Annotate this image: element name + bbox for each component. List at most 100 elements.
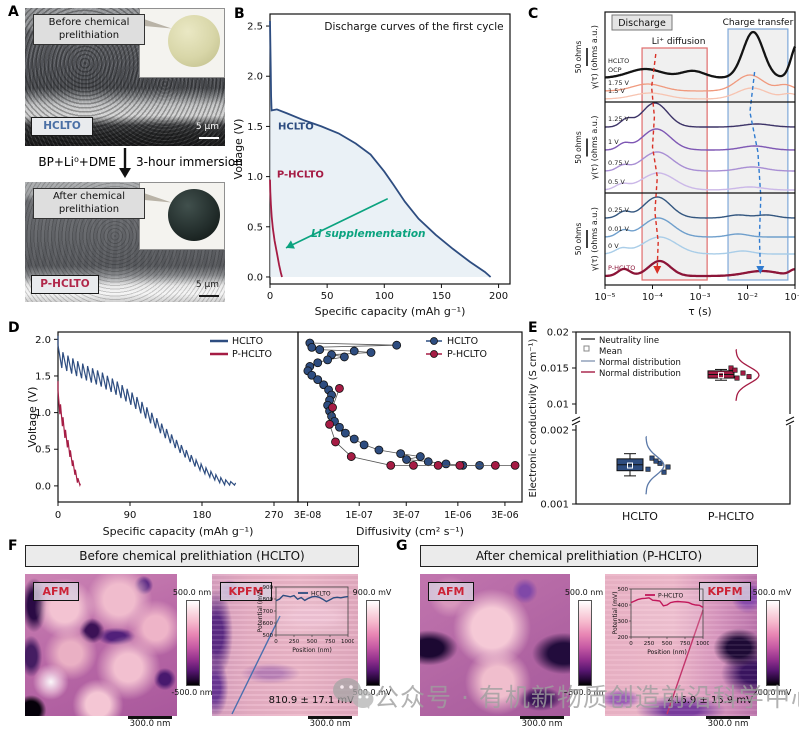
chart-text: HCLTO (608, 57, 629, 65)
chart-line (571, 420, 581, 426)
kpfm-scalebar-text-g: 300.0 nm (707, 719, 749, 729)
chart-text: 90 (124, 510, 137, 521)
panel-f-header: Before chemical prelithiation (HCLTO) (25, 545, 359, 567)
chart-text: 1000 (696, 641, 709, 647)
chart-text: OCP (608, 66, 622, 74)
chart-circle (430, 337, 438, 345)
chart-path (604, 74, 796, 92)
kpfm-stat-p-hclto: 416.9 ± 15.9 mV (667, 695, 753, 706)
kpfm-scalebar-line-g (706, 716, 750, 719)
chart-circle (430, 350, 438, 358)
chart-text: 150 (432, 291, 451, 302)
chart-circle (386, 460, 396, 470)
chart-rect (665, 464, 671, 470)
chart-line (571, 416, 581, 422)
chart-rect (275, 586, 349, 636)
chart-text: 0 (274, 639, 278, 645)
panel-c-letter: C (528, 6, 539, 22)
chart-path (653, 266, 662, 274)
panel-f-letter: F (8, 538, 18, 554)
afm-scalebar-text-f: 300.0 nm (129, 719, 171, 729)
electrode-photo-after (137, 182, 225, 250)
chart-text: τ (s) (688, 306, 711, 318)
chart-rect (611, 14, 673, 31)
chart-line (231, 615, 281, 715)
inset-potential-profile-hclto: 500 600 700 800 900 0 250 500 750 1000 Position (n… (257, 585, 354, 654)
chart-text: Diffusivity (cm² s⁻¹) (356, 525, 464, 538)
chart-text: 2.5 (247, 22, 263, 33)
chart-rect (740, 370, 746, 376)
chart-rect (645, 466, 651, 472)
chart-text: 1.25 V (608, 115, 630, 123)
chart-text: 1.5 (247, 122, 263, 133)
chart-rect (649, 455, 655, 461)
chart-text: HCLTO (622, 510, 658, 523)
chart-text: 0.0 (35, 481, 51, 492)
sample-label-hclto: HCLTO (31, 117, 93, 136)
chart-text: 1.0 (35, 408, 51, 419)
chart-text: 50 ohms (574, 223, 583, 256)
chart-circle (423, 457, 433, 467)
chart-text: Position (nm) (647, 649, 687, 656)
chart-text: 10⁻³ (690, 292, 711, 303)
chart-rect (630, 588, 704, 638)
chart-text: 600 (263, 621, 274, 627)
chart-circle (307, 342, 317, 352)
chart-line (785, 416, 795, 422)
chart-path (57, 335, 237, 487)
chart-text: Neutrality line (599, 336, 659, 346)
chart-path (605, 259, 795, 278)
chart-text: 0 (55, 510, 61, 521)
chart-text: 3E-07 (392, 510, 420, 521)
chart-path (604, 30, 797, 79)
chart-text: 10⁻¹ (785, 292, 799, 303)
chart-path (630, 597, 704, 609)
chart-text: 10⁻⁵ (595, 292, 616, 303)
chart-circle (313, 375, 323, 385)
chart-circle (349, 346, 359, 356)
chart-text: 10⁻⁴ (642, 292, 663, 303)
caption-before: Before chemical prelithiation (33, 14, 145, 45)
chart-path (756, 266, 765, 274)
chart-text: 10⁻² (737, 292, 758, 303)
process-reagent: BP+Li⁰+DME (38, 155, 116, 169)
chart-circle (374, 445, 384, 455)
chart-text: 0.0 (247, 272, 263, 283)
chart-path (604, 172, 795, 191)
chart-circle (455, 460, 465, 470)
sem-image-before: Before chemical prelithiation HCLTO 5 μm (25, 8, 225, 146)
chart-text: 0.5 V (608, 178, 625, 186)
chart-rect (661, 469, 667, 475)
chart-text: Voltage (V) (28, 387, 39, 448)
chart-text: γ(τ) (ohms a.u.) (590, 25, 599, 89)
afm-scalebar-line-g (520, 716, 564, 719)
electrode-photo-before (137, 8, 225, 78)
chart-text: 200 (618, 635, 629, 641)
chart-text: 0.75 V (608, 159, 630, 167)
chart-path (270, 21, 491, 277)
chart-rect (583, 345, 590, 352)
electrode-disc-yellow (168, 15, 220, 67)
kpfm-colorbar-bottom-label-f: 500.0 mV (352, 688, 392, 697)
chart-circle (339, 352, 349, 362)
chart-path (286, 240, 295, 249)
kpfm-colorbar-top-label-g: 500.0 mV (752, 588, 792, 597)
chart-text: Position (nm) (292, 647, 332, 654)
chart-text: 0.25 V (608, 206, 630, 214)
afm-image-hclto: AFM (25, 574, 177, 716)
chart-line (285, 197, 389, 249)
afm-tag: AFM (428, 582, 474, 601)
chart-text: 1.0 (247, 172, 263, 183)
scalebar-line-top (199, 136, 219, 139)
chart-circle (335, 422, 344, 432)
chart-circle (313, 358, 323, 368)
chart-path (645, 435, 665, 495)
watermark-text: 公众号 · 有机新物质创造前沿科学中心 (374, 683, 799, 712)
chart-circle (392, 340, 402, 350)
chart-circle (315, 345, 325, 354)
chart-text: 3E-06 (491, 510, 519, 521)
kpfm-scalebar-line-f (308, 716, 352, 719)
chart-rect (297, 331, 523, 503)
chart-path (604, 236, 795, 255)
